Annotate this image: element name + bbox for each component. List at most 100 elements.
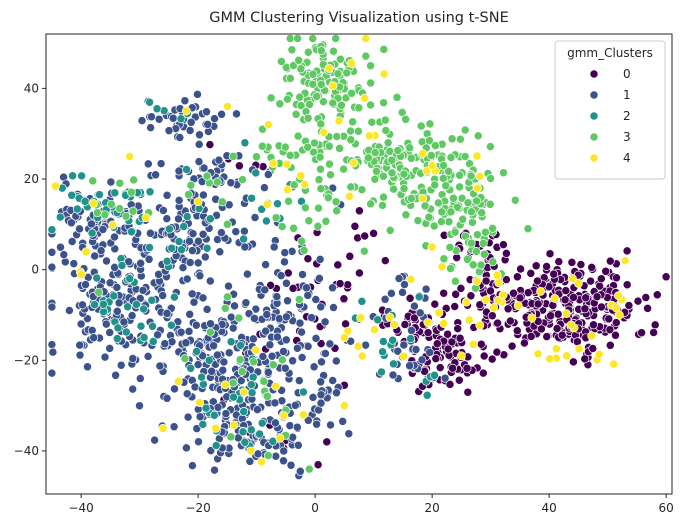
point-cluster-1: [407, 326, 416, 335]
point-cluster-1: [195, 271, 205, 281]
point-cluster-2: [174, 237, 184, 246]
point-cluster-2: [357, 296, 367, 306]
point-cluster-0: [462, 363, 472, 373]
point-cluster-1: [325, 339, 335, 349]
point-cluster-2: [192, 346, 202, 356]
point-cluster-3: [385, 225, 395, 235]
point-cluster-2: [110, 188, 120, 198]
point-cluster-3: [457, 193, 467, 203]
point-cluster-3: [342, 68, 352, 78]
point-cluster-3: [310, 138, 319, 148]
point-cluster-1: [210, 114, 219, 124]
point-cluster-1: [303, 290, 313, 300]
point-cluster-1: [283, 296, 292, 306]
point-cluster-3: [450, 227, 460, 237]
point-cluster-4: [334, 116, 344, 126]
point-cluster-1: [198, 293, 208, 303]
point-cluster-1: [316, 390, 326, 400]
point-cluster-3: [379, 98, 389, 108]
point-cluster-1: [294, 376, 304, 386]
legend-marker-2: [589, 111, 599, 121]
point-cluster-3: [460, 125, 470, 135]
point-cluster-3: [510, 195, 520, 205]
point-cluster-1: [47, 368, 57, 378]
point-cluster-0: [589, 320, 598, 330]
point-cluster-1: [315, 254, 325, 264]
point-cluster-3: [478, 238, 488, 248]
point-cluster-0: [624, 301, 634, 310]
point-cluster-1: [176, 327, 186, 337]
point-cluster-4: [566, 320, 576, 330]
point-cluster-1: [174, 195, 184, 205]
point-cluster-4: [345, 191, 354, 201]
point-cluster-0: [542, 332, 552, 342]
point-cluster-2: [226, 337, 236, 347]
point-cluster-2: [90, 300, 100, 310]
point-cluster-2: [298, 387, 308, 397]
point-cluster-1: [281, 335, 291, 345]
point-cluster-0: [503, 304, 513, 314]
point-cluster-4: [346, 58, 356, 68]
point-cluster-2: [248, 372, 258, 382]
point-cluster-1: [64, 306, 74, 315]
point-cluster-0: [431, 354, 441, 364]
point-cluster-0: [492, 347, 502, 357]
point-cluster-4: [263, 120, 273, 130]
point-cluster-0: [549, 269, 559, 279]
point-cluster-4: [268, 159, 278, 169]
point-cluster-3: [366, 199, 376, 209]
point-cluster-3: [259, 376, 269, 386]
point-cluster-1: [101, 319, 111, 329]
point-cluster-1: [189, 297, 199, 307]
point-cluster-0: [533, 299, 543, 309]
point-cluster-1: [207, 366, 217, 376]
scatter-points: [47, 34, 671, 481]
point-cluster-3: [455, 170, 465, 180]
point-cluster-0: [587, 262, 597, 272]
point-cluster-0: [588, 344, 598, 353]
point-cluster-1: [271, 451, 281, 461]
point-cluster-2: [246, 425, 256, 435]
point-cluster-1: [186, 117, 196, 127]
point-cluster-0: [516, 264, 526, 274]
point-cluster-2: [377, 367, 386, 377]
point-cluster-3: [276, 57, 286, 66]
point-cluster-4: [81, 247, 91, 257]
point-cluster-2: [201, 403, 211, 413]
point-cluster-2: [131, 299, 141, 309]
point-cluster-4: [533, 349, 543, 359]
point-cluster-1: [292, 343, 302, 353]
point-cluster-3: [462, 254, 472, 264]
point-cluster-0: [481, 276, 491, 286]
point-cluster-2: [139, 304, 149, 314]
point-cluster-1: [297, 353, 307, 362]
point-cluster-1: [202, 304, 212, 314]
point-cluster-1: [110, 232, 119, 242]
y-tick-label: 20: [24, 172, 39, 186]
point-cluster-0: [601, 266, 611, 276]
point-cluster-3: [485, 199, 495, 209]
point-cluster-0: [560, 295, 570, 305]
point-cluster-3: [329, 46, 338, 56]
point-cluster-0: [501, 275, 511, 285]
point-cluster-0: [643, 303, 653, 313]
legend-label-4: 4: [623, 151, 631, 165]
point-cluster-1: [147, 112, 156, 122]
point-cluster-0: [487, 354, 497, 364]
point-cluster-0: [350, 221, 360, 231]
point-cluster-3: [387, 155, 397, 165]
point-cluster-2: [139, 333, 149, 342]
point-cluster-1: [388, 370, 398, 380]
point-cluster-0: [476, 339, 486, 349]
point-cluster-1: [187, 289, 197, 299]
point-cluster-1: [162, 393, 172, 403]
point-cluster-1: [240, 242, 250, 252]
point-cluster-1: [311, 333, 321, 343]
point-cluster-1: [203, 119, 213, 129]
point-cluster-1: [181, 443, 191, 453]
point-cluster-4: [614, 291, 623, 301]
point-cluster-1: [75, 350, 85, 360]
point-cluster-1: [267, 351, 277, 361]
